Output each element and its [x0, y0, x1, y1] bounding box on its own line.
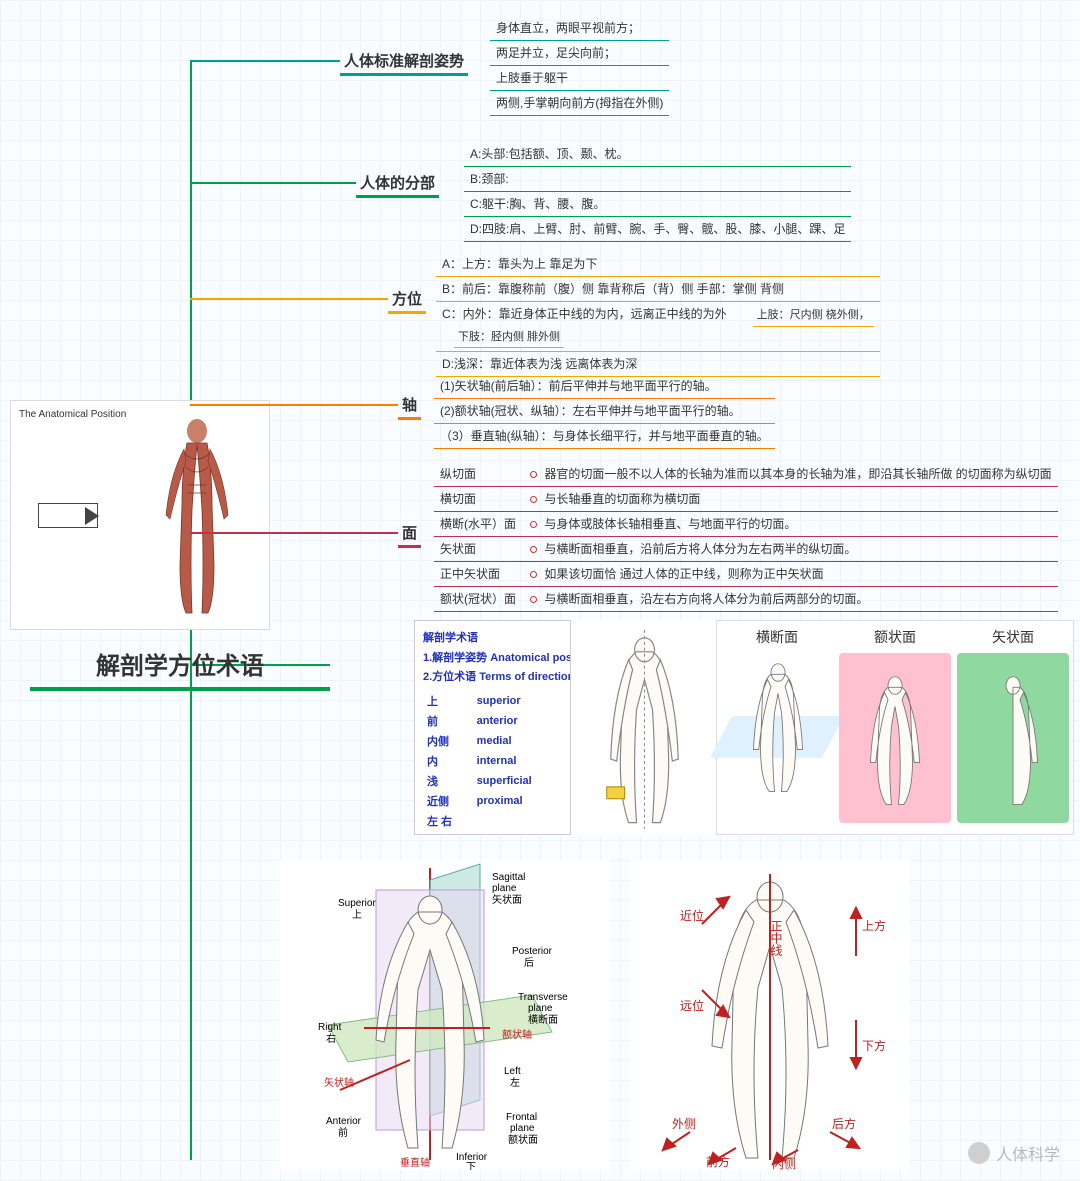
- plane-row: 横断(水平）面 与身体或肢体长轴相垂直、与地面平行的切面。: [434, 512, 1058, 537]
- root-node: 解剖学方位术语: [30, 640, 330, 691]
- connector: [190, 532, 398, 534]
- svg-text:plane: plane: [492, 883, 517, 894]
- svg-text:Transverse: Transverse: [518, 992, 568, 1003]
- branch-item: C:躯干:胸、背、腰、腹。: [464, 192, 851, 217]
- svg-text:左: 左: [510, 1076, 520, 1089]
- watermark: 人体科学: [968, 1141, 1060, 1165]
- direction-mini-figure: [570, 620, 718, 835]
- branch-item: C：内外：靠近身体正中线的为内，远离正中线的为外上肢：尺内侧 桡外侧，下肢：胫内…: [436, 302, 880, 352]
- plane-label: 额状面: [839, 627, 951, 647]
- branch-item: D:四肢:肩、上臂、肘、前臂、腕、手、臀、髋、股、膝、小腿、踝、足: [464, 217, 851, 242]
- branch-item: A：上方：靠头为上 靠足为下: [436, 252, 880, 277]
- connector: [190, 298, 388, 300]
- muscle-figure: [152, 415, 242, 615]
- svg-text:上: 上: [352, 909, 362, 921]
- svg-text:下方: 下方: [862, 1038, 886, 1053]
- sub-item: 下肢：胫内侧 腓外侧: [454, 327, 564, 349]
- branch-posture: 人体标准解剖姿势 身体直立，两眼平视前方；两足并立，足尖向前；上肢垂于躯干两侧,…: [340, 12, 669, 116]
- svg-text:额状轴: 额状轴: [502, 1028, 532, 1041]
- svg-text:plane: plane: [528, 1003, 553, 1014]
- branch-item: 上肢垂于躯干: [490, 66, 669, 91]
- anat-pos-label: The Anatomical Position: [19, 409, 126, 420]
- watermark-text: 人体科学: [996, 1141, 1060, 1165]
- plane-row: 额状(冠状）面 与横断面相垂直，沿左右方向将人体分为前后两部分的切面。: [434, 587, 1058, 612]
- branch-title: 轴: [398, 392, 421, 420]
- svg-text:正中线: 正中线: [769, 920, 783, 956]
- branch-direction: 方位 A：上方：靠头为上 靠足为下B：前后：靠腹称前（腹）侧 靠背称后（背）侧 …: [388, 248, 880, 377]
- branch-title: 方位: [388, 286, 426, 314]
- svg-text:Right: Right: [318, 1022, 342, 1033]
- branch-item: B：前后：靠腹称前（腹）侧 靠背称后（背）侧 手部：掌侧 背侧: [436, 277, 880, 302]
- branch-item: A:头部:包括额、顶、颞、枕。: [464, 142, 851, 167]
- svg-text:额状面: 额状面: [508, 1133, 538, 1146]
- plane-label: 矢状面: [957, 627, 1069, 647]
- branch-title: 人体标准解剖姿势: [340, 48, 468, 76]
- branch-axis: 轴 (1)矢状轴(前后轴）：前后平伸并与地平面平行的轴。(2)额状轴(冠状、纵轴…: [398, 370, 775, 449]
- plane-row: 矢状面 与横断面相垂直，沿前后方将人体分为左右两半的纵切面。: [434, 537, 1058, 562]
- sub-item: 上肢：尺内侧 桡外侧，: [753, 305, 874, 327]
- svg-text:右: 右: [326, 1032, 336, 1045]
- svg-text:前方: 前方: [706, 1154, 730, 1169]
- anatomical-position-card: The Anatomical Position: [10, 400, 270, 630]
- direction-arrows-figure: 近位 远位 正中线 上方 下方 外侧 内侧 前方 后方: [630, 860, 910, 1170]
- arrow-icon: [38, 503, 98, 528]
- connector: [190, 182, 356, 184]
- branch-item: (1)矢状轴(前后轴）：前后平伸并与地平面平行的轴。: [434, 374, 775, 399]
- svg-text:前: 前: [338, 1126, 348, 1139]
- svg-text:内侧: 内侧: [772, 1157, 796, 1170]
- svg-text:后方: 后方: [832, 1116, 856, 1131]
- svg-text:Left: Left: [504, 1066, 521, 1077]
- branch-item: 两足并立，足尖向前；: [490, 41, 669, 66]
- svg-text:上方: 上方: [862, 918, 886, 933]
- branch-parts: 人体的分部 A:头部:包括额、顶、颞、枕。B:颈部:C:躯干:胸、背、腰、腹。D…: [356, 138, 851, 242]
- wechat-icon: [968, 1142, 990, 1164]
- branch-item: (2)额状轴(冠状、纵轴）：左右平伸并与地平面平行的轴。: [434, 399, 775, 424]
- connector: [190, 60, 340, 62]
- svg-text:矢状轴: 矢状轴: [324, 1076, 354, 1089]
- svg-text:垂直轴: 垂直轴: [400, 1156, 430, 1169]
- svg-text:外侧: 外侧: [672, 1117, 696, 1131]
- svg-text:Anterior: Anterior: [326, 1116, 362, 1127]
- branch-item: （3）垂直轴(纵轴）：与身体长细平行，并与地平面垂直的轴。: [434, 424, 775, 449]
- plane-row: 正中矢状面 如果该切面恰 通过人体的正中线，则称为正中矢状面: [434, 562, 1058, 587]
- svg-text:横断面: 横断面: [528, 1013, 558, 1026]
- plane-col: 横断面: [721, 627, 833, 828]
- plane-col: 矢状面: [957, 627, 1069, 828]
- svg-text:Posterior: Posterior: [512, 946, 553, 957]
- svg-text:远位: 远位: [680, 998, 704, 1013]
- svg-text:Superior: Superior: [338, 898, 376, 909]
- root-title: 解剖学方位术语: [30, 640, 330, 691]
- svg-text:后: 后: [524, 957, 534, 969]
- svg-text:矢状面: 矢状面: [492, 893, 522, 906]
- plane-label: 横断面: [721, 627, 833, 647]
- branch-plane: 面 纵切面 器官的切面一般不以人体的长轴为准而以其本身的长轴为准，即沿其长轴所做…: [398, 458, 1058, 612]
- branch-title: 人体的分部: [356, 170, 439, 198]
- branch-item: B:颈部:: [464, 167, 851, 192]
- planes-card: 横断面额状面矢状面: [716, 620, 1074, 835]
- plane-row: 横切面 与长轴垂直的切面称为横切面: [434, 487, 1058, 512]
- svg-text:Frontal: Frontal: [506, 1112, 537, 1123]
- svg-text:下: 下: [466, 1162, 476, 1170]
- plane-col: 额状面: [839, 627, 951, 828]
- svg-text:近位: 近位: [680, 908, 704, 923]
- branch-item: 两侧,手掌朝向前方(拇指在外侧): [490, 91, 669, 116]
- plane-row: 纵切面 器官的切面一般不以人体的长轴为准而以其本身的长轴为准，即沿其长轴所做 的…: [434, 462, 1058, 487]
- planes-3d-figure: Sagittal plane 矢状面 Superior上 Right右 Post…: [280, 860, 610, 1170]
- branch-item: 身体直立，两眼平视前方；: [490, 16, 669, 41]
- connector: [190, 404, 398, 406]
- branch-title: 面: [398, 520, 421, 548]
- lbl-sagittal: Sagittal: [492, 872, 525, 883]
- svg-text:plane: plane: [510, 1123, 535, 1134]
